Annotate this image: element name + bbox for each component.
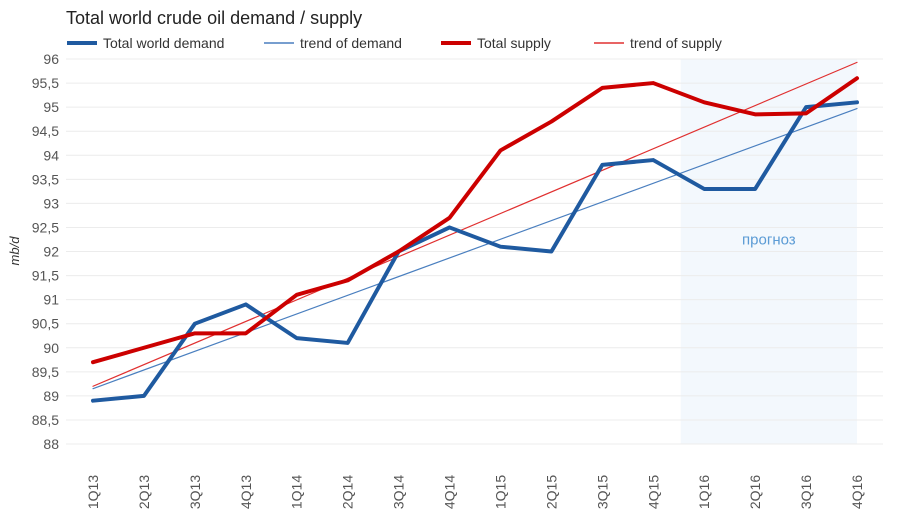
y-tick-label: 89 — [43, 388, 59, 404]
x-tick-label: 3Q14 — [391, 475, 407, 509]
legend-label: trend of supply — [630, 35, 722, 51]
x-tick-label: 1Q14 — [289, 475, 305, 509]
y-tick-label: 94,5 — [32, 123, 59, 139]
legend-item-total-world-demand: Total world demand — [67, 35, 224, 51]
series-line-total-supply — [91, 76, 859, 365]
x-tick-label: 2Q15 — [543, 475, 559, 509]
y-tick-label: 93 — [43, 195, 59, 211]
legend-label: Total world demand — [103, 35, 224, 51]
x-tick-label: 2Q13 — [136, 475, 152, 509]
x-tick-label: 1Q16 — [696, 475, 712, 509]
legend-item-trend-of-supply: trend of supply — [594, 35, 722, 51]
y-tick-label: 96 — [43, 51, 59, 67]
gridlines — [66, 58, 883, 445]
y-tick-label: 95,5 — [32, 75, 59, 91]
legend-label: trend of demand — [300, 35, 402, 51]
y-tick-label: 95 — [43, 99, 59, 115]
forecast-label: прогноз — [742, 231, 796, 248]
y-tick-label: 88,5 — [32, 412, 59, 428]
y-tick-label: 92 — [43, 244, 59, 260]
x-tick-label: 3Q16 — [798, 475, 814, 509]
y-tick-label: 90,5 — [32, 316, 59, 332]
x-tick-label: 4Q16 — [849, 475, 865, 509]
y-tick-label: 91 — [43, 292, 59, 308]
y-tick-label: 88 — [43, 436, 59, 452]
x-tick-label: 1Q15 — [492, 475, 508, 509]
series-line-total-world-demand — [91, 100, 859, 403]
y-tick-label: 91,5 — [32, 268, 59, 284]
y-tick-label: 90 — [43, 340, 59, 356]
x-tick-label: 3Q13 — [187, 475, 203, 509]
y-tick-label: 94 — [43, 147, 59, 163]
y-tick-label: 92,5 — [32, 219, 59, 235]
legend: Total world demand trend of demand Total s… — [67, 35, 722, 51]
x-tick-label: 4Q13 — [238, 475, 254, 509]
series-lines — [91, 61, 859, 403]
x-tick-label: 4Q14 — [442, 475, 458, 509]
x-tick-label: 4Q15 — [645, 475, 661, 509]
y-tick-label: 93,5 — [32, 171, 59, 187]
legend-label: Total supply — [477, 35, 551, 51]
x-tick-label: 2Q16 — [747, 475, 763, 509]
chart-title: Total world crude oil demand / supply — [66, 8, 362, 28]
legend-item-trend-of-demand: trend of demand — [264, 35, 402, 51]
legend-item-total-supply: Total supply — [441, 35, 551, 51]
series-line-trend-of-demand — [92, 107, 858, 390]
y-axis-ticks: 88 88,5 89 89,5 90 90,5 91 91,5 92 92,5 93 93,5 94 94… — [32, 51, 59, 452]
x-axis-ticks: 1Q13 2Q13 3Q13 4Q13 1Q14 2Q14 3Q14 4Q14 1Q15 2Q15… — [85, 475, 865, 509]
y-tick-label: 89,5 — [32, 364, 59, 380]
x-tick-label: 3Q15 — [594, 475, 610, 509]
y-axis-label: mb/d — [7, 236, 22, 266]
x-tick-label: 1Q13 — [85, 475, 101, 509]
x-tick-label: 2Q14 — [340, 475, 356, 509]
